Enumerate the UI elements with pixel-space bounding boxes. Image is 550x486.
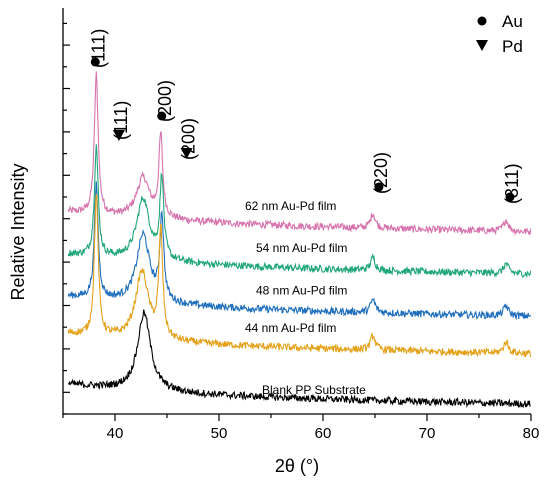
series-label: Blank PP Substrate — [262, 383, 366, 397]
peak-label: (200) — [155, 80, 175, 122]
peak-label: (311) — [502, 163, 522, 204]
series-label: 48 nm Au-Pd film — [256, 283, 347, 297]
legend-pd-label: Pd — [502, 37, 523, 56]
peak-label: (111) — [88, 29, 108, 68]
series-line — [67, 181, 532, 321]
legend-pd-marker — [476, 40, 488, 51]
legend: Au Pd — [476, 12, 523, 56]
x-axis-ticks: 40 50 60 70 80 — [62, 414, 540, 442]
y-axis-title: Relative Intensity — [8, 163, 28, 300]
peak-label: (220) — [371, 152, 391, 194]
x-tick-label: 40 — [107, 425, 124, 442]
series-line — [67, 309, 531, 409]
peak-annotations: (111) (111) (200)(200) (220) (311) — [88, 29, 522, 204]
pd-peak-marker — [180, 148, 193, 159]
series-label: 54 nm Au-Pd film — [256, 241, 347, 255]
au-peak-marker — [90, 57, 100, 67]
series-labels: 62 nm Au-Pd film 54 nm Au-Pd film 48 nm Au… — [245, 199, 366, 397]
pd-peak-marker — [112, 130, 125, 141]
au-peak-marker — [157, 111, 167, 121]
series-line — [67, 193, 532, 359]
series-curves — [67, 71, 532, 409]
series-label: 44 nm Au-Pd film — [245, 321, 336, 335]
series-line — [67, 71, 532, 236]
x-tick-label: 60 — [315, 425, 332, 442]
x-axis-title: 2θ (°) — [275, 456, 319, 476]
legend-au-marker — [477, 16, 487, 26]
au-peak-marker — [505, 192, 515, 202]
peak-label: (200) — [179, 118, 199, 160]
x-tick-label: 70 — [419, 425, 436, 442]
series-line — [67, 144, 532, 279]
x-tick-label: 80 — [523, 425, 540, 442]
au-peak-marker — [374, 182, 384, 192]
peak-label: (111) — [111, 101, 131, 140]
x-tick-label: 50 — [211, 425, 228, 442]
legend-au-label: Au — [502, 12, 523, 31]
series-label: 62 nm Au-Pd film — [245, 199, 336, 213]
y-axis-ticks — [63, 22, 70, 415]
